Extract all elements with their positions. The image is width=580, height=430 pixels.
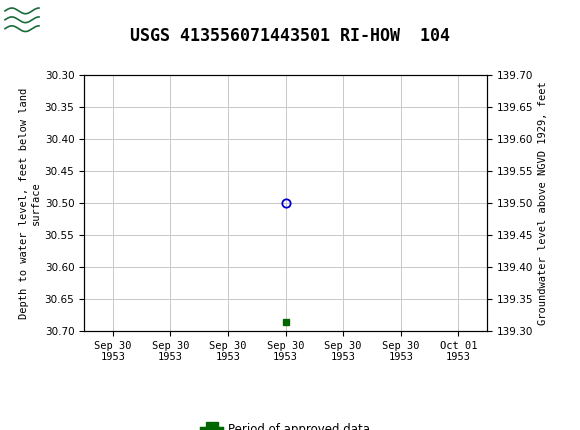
Y-axis label: Groundwater level above NGVD 1929, feet: Groundwater level above NGVD 1929, feet: [538, 81, 548, 325]
Text: USGS 413556071443501 RI-HOW  104: USGS 413556071443501 RI-HOW 104: [130, 27, 450, 45]
Legend: Period of approved data: Period of approved data: [197, 418, 375, 430]
Y-axis label: Depth to water level, feet below land
surface: Depth to water level, feet below land su…: [19, 88, 41, 319]
Text: USGS: USGS: [44, 10, 104, 29]
Bar: [4, 2, 40, 37]
